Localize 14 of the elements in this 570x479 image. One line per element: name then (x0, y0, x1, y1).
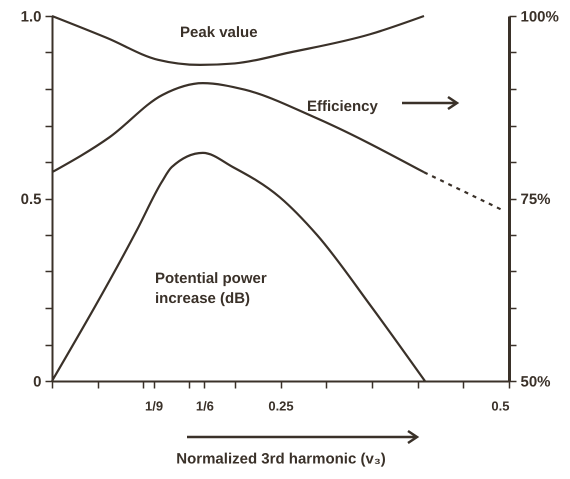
x-axis-title: Normalized 3rd harmonic (v₃) (176, 450, 386, 468)
y-tick-label: 0.5 (20, 191, 42, 208)
y2-tick-label: 75% (520, 191, 551, 208)
legend-label: Efficiency (307, 98, 379, 115)
text: Potential power increase (dB) (155, 270, 267, 307)
x-tick-label: 0.25 (268, 398, 294, 414)
y-tick-label: 0 (33, 374, 42, 390)
x-tick-label: 1/6 (196, 398, 214, 414)
series-label: Peak value (180, 24, 258, 41)
y-tick-label: 1.0 (20, 8, 42, 26)
x-tick-label: 0.5 (491, 398, 510, 414)
x-tick-label: 1/9 (145, 398, 164, 414)
y2-tick-label: 50% (520, 374, 551, 390)
y2-tick-label: 100% (520, 8, 559, 26)
